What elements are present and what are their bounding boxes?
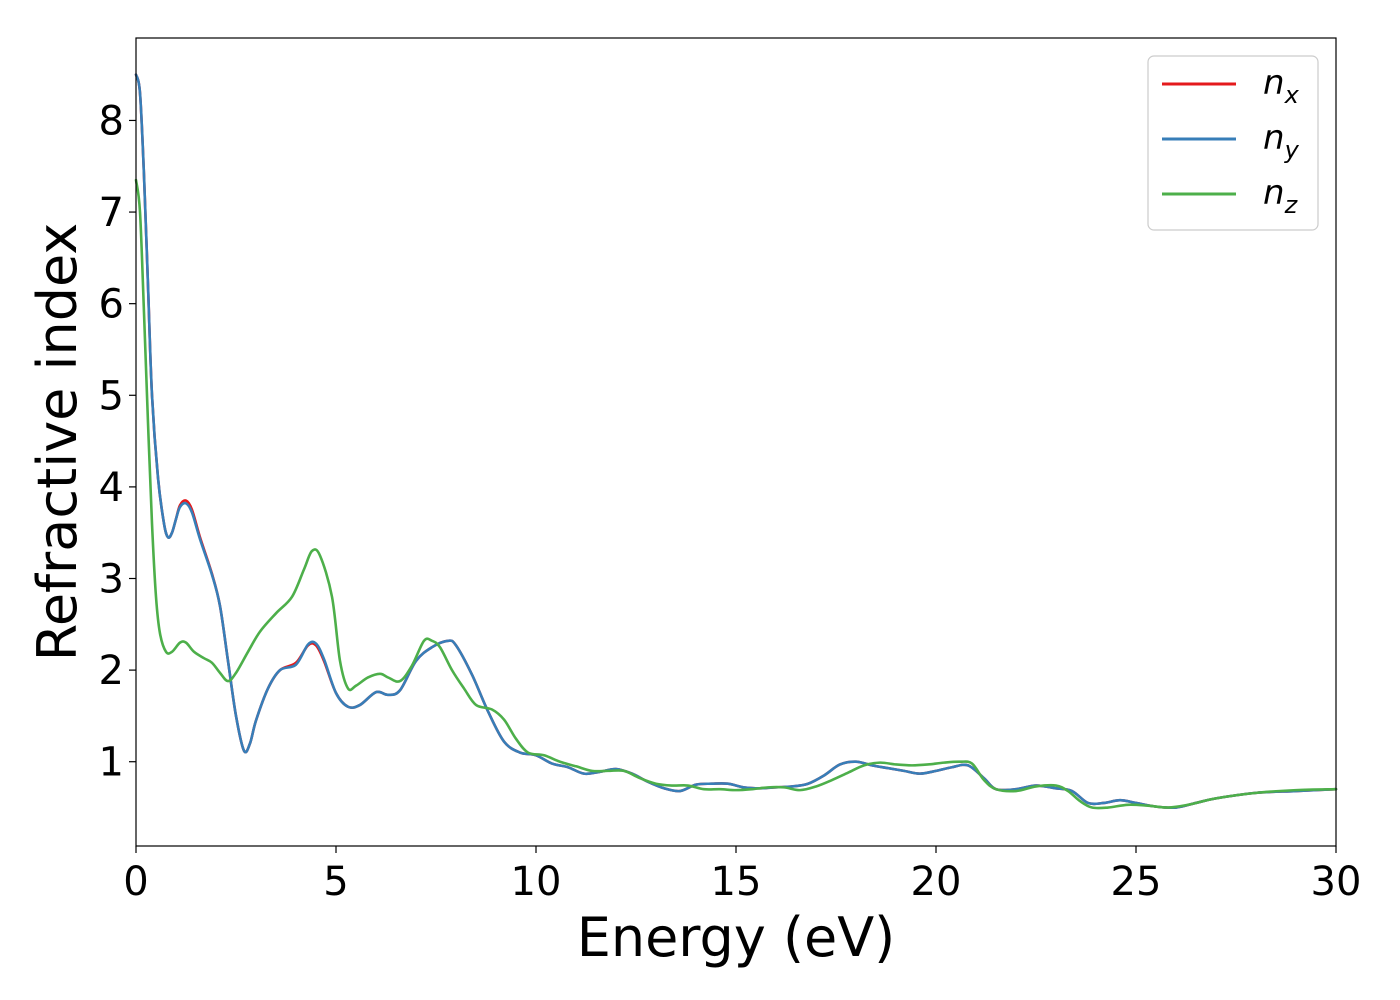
legend-label-subscript: y (1284, 136, 1300, 164)
y-tick-label: 2 (99, 648, 124, 694)
plot-area (136, 38, 1336, 846)
y-axis-label: Refractive index (26, 223, 89, 662)
y-axis-ticks: 1 2 3 4 5 6 7 8 (99, 98, 136, 786)
series-layer (134, 73, 1338, 810)
x-tick-label: 0 (123, 859, 148, 905)
x-tick-label: 20 (911, 859, 962, 905)
y-tick-label: 3 (99, 556, 124, 602)
x-tick-label: 25 (1111, 859, 1162, 905)
legend-label-nx: nx (1263, 63, 1300, 109)
legend-label-subscript: z (1284, 191, 1299, 219)
series-line-nz (134, 178, 1338, 810)
x-tick-label: 15 (711, 859, 762, 905)
legend-label-nz: nz (1263, 173, 1299, 219)
y-tick-label: 6 (99, 282, 124, 328)
legend-label-main: n (1263, 118, 1285, 158)
series-line-ny (134, 73, 1338, 810)
x-tick-label: 30 (1311, 859, 1362, 905)
y-tick-label: 8 (99, 98, 124, 144)
legend-box (1147, 55, 1319, 231)
legend-label-main: n (1263, 173, 1285, 213)
x-tick-label: 10 (511, 859, 562, 905)
x-tick-label: 5 (323, 859, 348, 905)
x-axis-label: Energy (eV) (577, 906, 896, 969)
legend-label-ny: ny (1263, 118, 1300, 164)
legend-label-main: n (1263, 63, 1285, 103)
legend-label-subscript: x (1284, 81, 1300, 109)
y-tick-label: 4 (99, 465, 124, 511)
y-tick-label: 5 (99, 373, 124, 419)
y-tick-label: 7 (99, 190, 124, 236)
x-axis-ticks: 0 5 10 15 20 25 30 (123, 846, 1361, 905)
y-tick-label: 1 (99, 740, 124, 786)
